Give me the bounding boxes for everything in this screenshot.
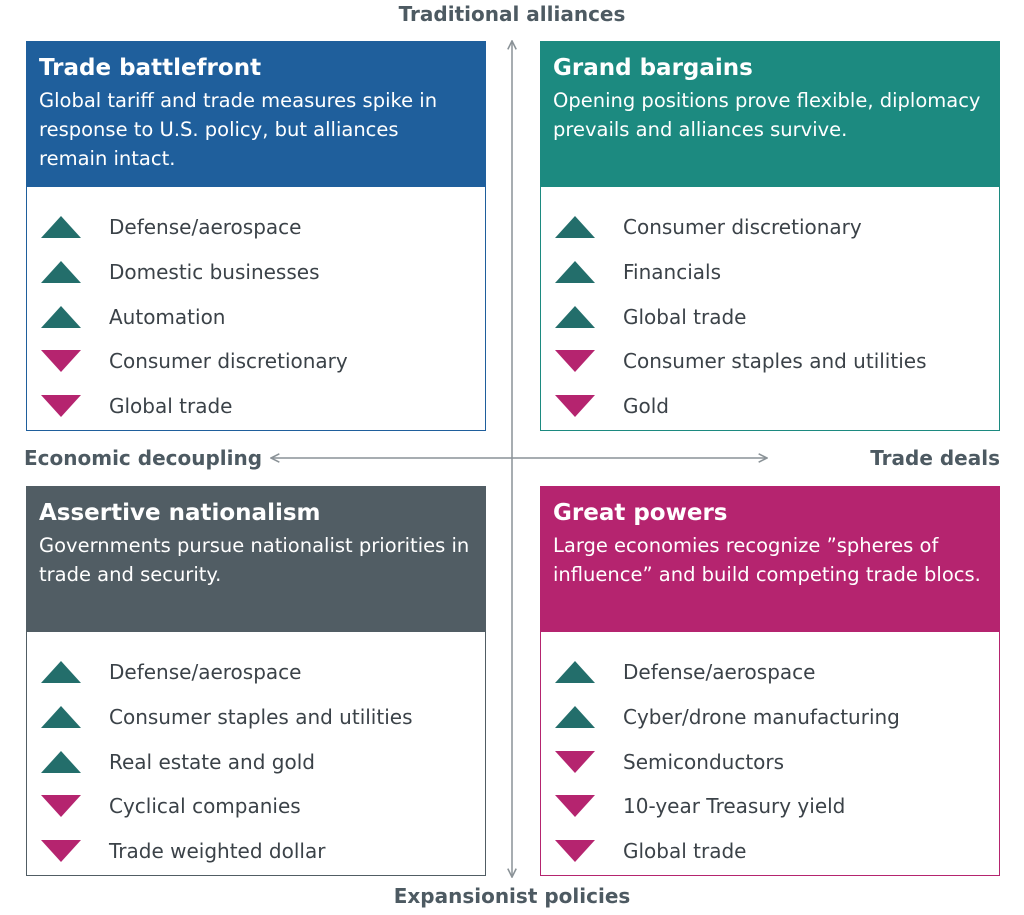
axis-label-right: Trade deals: [870, 446, 1000, 470]
quadrant-assertive-nationalism: Assertive nationalism Governments pursue…: [26, 486, 486, 876]
triangle-up-icon: [551, 705, 599, 729]
list-item-label: Cyber/drone manufacturing: [623, 705, 900, 730]
quadrant-items: Defense/aerospace Domestic businesses Auto…: [27, 187, 485, 428]
triangle-up-icon: [551, 215, 599, 239]
triangle-up-icon: [37, 260, 85, 284]
triangle-up-icon: [37, 215, 85, 239]
quadrant-title: Trade battlefront: [39, 55, 262, 81]
triangle-down-icon: [37, 349, 85, 373]
triangle-down-icon: [37, 794, 85, 818]
triangle-up-icon: [551, 660, 599, 684]
list-item: Global trade: [541, 829, 999, 874]
list-item-label: Gold: [623, 394, 669, 419]
list-item-label: Defense/aerospace: [623, 660, 816, 685]
quadrant-title: Grand bargains: [553, 55, 753, 81]
list-item-label: Global trade: [623, 304, 747, 329]
list-item: Automation: [27, 294, 485, 339]
triangle-up-icon: [37, 305, 85, 329]
triangle-up-icon: [37, 705, 85, 729]
axis-label-top: Traditional alliances: [398, 2, 626, 26]
list-item-label: Consumer staples and utilities: [623, 349, 927, 374]
quadrant-great-powers: Great powers Large economies recognize ”…: [540, 486, 1000, 876]
list-item-label: Defense/aerospace: [109, 660, 302, 685]
triangle-up-icon: [37, 660, 85, 684]
list-item-label: Financials: [623, 260, 721, 285]
list-item: 10-year Treasury yield: [541, 784, 999, 829]
quadrant-grand-bargains: Grand bargains Opening positions prove f…: [540, 41, 1000, 431]
quadrant-header: Assertive nationalism Governments pursue…: [27, 487, 485, 632]
list-item-label: Domestic businesses: [109, 260, 320, 285]
quadrant-header: Grand bargains Opening positions prove f…: [541, 42, 999, 187]
quadrant-header: Trade battlefront Global tariff and trad…: [27, 42, 485, 187]
list-item-label: Consumer staples and utilities: [109, 705, 413, 730]
list-item: Global trade: [541, 294, 999, 339]
quadrant-title: Assertive nationalism: [39, 500, 321, 526]
quadrant-items: Defense/aerospace Cyber/drone manufacturi…: [541, 632, 999, 873]
quadrant-description: Large economies recognize ”spheres of in…: [553, 534, 981, 586]
triangle-down-icon: [551, 750, 599, 774]
list-item: Defense/aerospace: [27, 650, 485, 695]
list-item-label: Consumer discretionary: [109, 349, 348, 374]
list-item: Consumer discretionary: [27, 339, 485, 384]
quadrant-description: Opening positions prove flexible, diplom…: [553, 89, 981, 141]
quadrant-items: Consumer discretionary Financials Global t…: [541, 187, 999, 428]
quadrant-description: Global tariff and trade measures spike i…: [39, 89, 438, 170]
triangle-up-icon: [37, 750, 85, 774]
list-item-label: Automation: [109, 304, 226, 329]
list-item: Defense/aerospace: [27, 205, 485, 250]
triangle-down-icon: [551, 794, 599, 818]
list-item: Gold: [541, 384, 999, 429]
list-item: Financials: [541, 250, 999, 295]
quadrant-trade-battlefront: Trade battlefront Global tariff and trad…: [26, 41, 486, 431]
list-item-label: Real estate and gold: [109, 749, 315, 774]
list-item: Global trade: [27, 384, 485, 429]
quadrant-description: Governments pursue nationalist prioritie…: [39, 534, 470, 586]
triangle-up-icon: [551, 260, 599, 284]
list-item: Defense/aerospace: [541, 650, 999, 695]
axis-label-bottom: Expansionist policies: [393, 884, 631, 908]
list-item: Real estate and gold: [27, 739, 485, 784]
triangle-down-icon: [37, 394, 85, 418]
quadrant-title: Great powers: [553, 500, 728, 526]
triangle-up-icon: [551, 305, 599, 329]
list-item: Consumer staples and utilities: [27, 695, 485, 740]
quadrant-header: Great powers Large economies recognize ”…: [541, 487, 999, 632]
list-item-label: Cyclical companies: [109, 794, 301, 819]
triangle-down-icon: [551, 349, 599, 373]
triangle-down-icon: [551, 394, 599, 418]
list-item-label: Consumer discretionary: [623, 215, 862, 240]
list-item: Consumer staples and utilities: [541, 339, 999, 384]
quadrant-items: Defense/aerospace Consumer staples and ut…: [27, 632, 485, 873]
triangle-down-icon: [37, 839, 85, 863]
list-item-label: Semiconductors: [623, 749, 785, 774]
list-item-label: Global trade: [623, 839, 747, 864]
list-item: Cyber/drone manufacturing: [541, 695, 999, 740]
list-item-label: Trade weighted dollar: [109, 839, 326, 864]
list-item: Cyclical companies: [27, 784, 485, 829]
list-item: Semiconductors: [541, 739, 999, 784]
list-item: Consumer discretionary: [541, 205, 999, 250]
list-item-label: Defense/aerospace: [109, 215, 302, 240]
list-item-label: 10-year Treasury yield: [623, 794, 846, 819]
triangle-down-icon: [551, 839, 599, 863]
list-item-label: Global trade: [109, 394, 233, 419]
axis-label-left: Economic decoupling: [24, 446, 263, 470]
list-item: Domestic businesses: [27, 250, 485, 295]
list-item: Trade weighted dollar: [27, 829, 485, 874]
